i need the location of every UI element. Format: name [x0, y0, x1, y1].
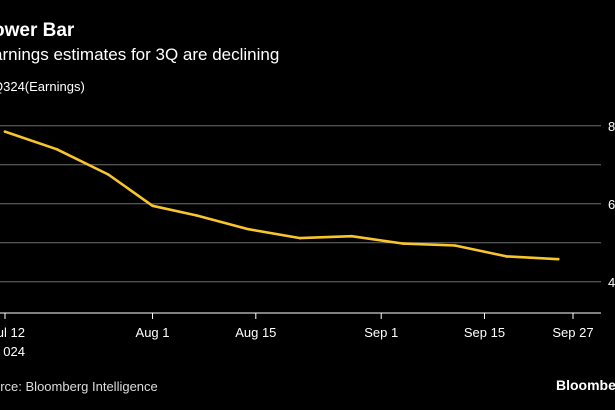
data-point: [3, 130, 7, 133]
data-point: [106, 173, 110, 176]
x-tick-label: Sep 1: [364, 325, 398, 340]
gridlines: [0, 125, 601, 314]
x-axis-ticks: ul 12 024 Aug 1 Aug 15 Sep 1 Sep 15 Sep 27: [0, 313, 594, 359]
data-point: [247, 227, 250, 231]
y-tick-label: 4: [608, 275, 615, 290]
x-tick-label: Aug 1: [136, 325, 170, 340]
x-tick-label: Sep 15: [464, 325, 505, 340]
series-layer: [3, 130, 560, 261]
data-point: [556, 257, 560, 261]
data-point: [151, 204, 154, 208]
bloomberg-logo: Bloomberg: [556, 377, 615, 393]
source-note: urce: Bloomberg Intelligence: [0, 379, 158, 394]
series-line: [3, 130, 560, 261]
x-tick-sublabel: 024: [3, 344, 25, 359]
data-point: [298, 236, 302, 240]
data-point: [195, 214, 199, 217]
x-tick-label: ul 12: [0, 325, 25, 340]
data-point: [350, 234, 354, 238]
data-point: [453, 244, 457, 247]
chart-subtitle: arnings estimates for 3Q are declining: [0, 45, 280, 64]
y-axis-label: Q324(Earnings): [0, 79, 85, 94]
data-point: [402, 242, 405, 245]
x-tick-label: Aug 15: [235, 325, 276, 340]
chart-title: ower Bar: [0, 20, 75, 41]
data-point: [505, 255, 508, 258]
x-tick-label: Sep 27: [552, 325, 593, 340]
y-tick-label: 6: [608, 197, 615, 212]
y-axis-ticks: 8 6 4: [608, 119, 615, 290]
y-tick-label: 8: [608, 119, 615, 134]
data-point: [55, 147, 58, 151]
